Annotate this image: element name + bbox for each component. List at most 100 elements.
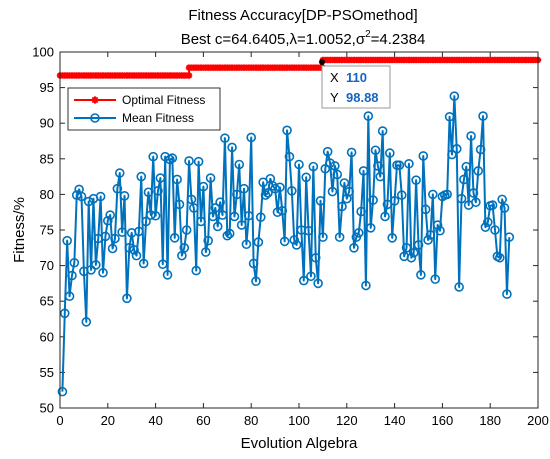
mean-fitness-point xyxy=(318,232,328,242)
mean-fitness-point xyxy=(478,111,488,121)
mean-fitness-point xyxy=(57,386,68,397)
mean-fitness-point xyxy=(64,291,75,302)
x-tick-label: 120 xyxy=(336,413,358,428)
mean-fitness-point xyxy=(480,222,491,232)
mean-fitness-point xyxy=(232,189,242,200)
mean-fitness-point xyxy=(212,221,223,232)
mean-fitness-point xyxy=(263,188,273,198)
mean-fitness-point xyxy=(150,210,161,221)
mean-fitness-point xyxy=(499,203,510,213)
mean-fitness-point xyxy=(98,267,108,278)
mean-fitness-point xyxy=(339,178,350,188)
mean-fitness-point xyxy=(100,231,111,242)
mean-fitness-point xyxy=(377,126,388,136)
mean-fitness-point xyxy=(215,197,225,208)
mean-fitness-point xyxy=(172,174,182,185)
mean-fitness-point xyxy=(411,175,421,185)
mean-fitness-point xyxy=(275,182,285,193)
mean-fitness-point xyxy=(430,274,441,284)
mean-fitness-point xyxy=(420,204,431,215)
datatip[interactable]: X 110 Y 98.88 xyxy=(319,59,391,109)
mean-fitness-point xyxy=(363,111,374,121)
mean-fitness-point xyxy=(272,207,283,217)
mean-fitness-point xyxy=(475,144,486,155)
datatip-y-value: 98.88 xyxy=(346,90,379,105)
mean-fitness-point xyxy=(95,191,106,202)
mean-fitness-point xyxy=(325,158,335,168)
x-tick-label: 180 xyxy=(479,413,501,428)
x-tick-label: 140 xyxy=(384,413,406,428)
y-tick-label: 55 xyxy=(40,365,54,380)
mean-fitness-point xyxy=(380,211,390,222)
mean-fitness-point xyxy=(246,132,256,143)
mean-fitness-point xyxy=(303,225,314,236)
mean-fitness-point xyxy=(279,236,290,247)
y-tick-label: 90 xyxy=(40,116,54,131)
mean-fitness-point xyxy=(114,168,125,178)
mean-fitness-markers xyxy=(57,91,515,397)
y-tick-label: 85 xyxy=(40,151,54,166)
mean-fitness-point xyxy=(253,237,264,247)
mean-fitness-point xyxy=(248,258,259,269)
mean-fitness-point xyxy=(404,158,414,169)
mean-fitness-point xyxy=(337,201,347,212)
mean-fitness-point xyxy=(396,190,407,200)
mean-fitness-point xyxy=(148,151,159,162)
y-tick-label: 50 xyxy=(40,401,54,416)
mean-fitness-point xyxy=(153,186,163,196)
mean-fitness-point xyxy=(239,183,249,194)
y-tick-label: 60 xyxy=(40,329,54,344)
mean-fitness-point xyxy=(186,194,197,205)
mean-fitness-point xyxy=(451,144,462,154)
mean-fitness-point xyxy=(229,211,240,222)
mean-fitness-point xyxy=(394,160,405,171)
mean-fitness-point xyxy=(236,220,247,230)
mean-fitness-point xyxy=(349,243,359,253)
mean-fitness-point xyxy=(461,161,472,172)
chart-subtitle: Best c=64.6405,λ=1.0052,σ2=4.2384 xyxy=(181,29,426,48)
mean-fitness-point xyxy=(69,257,80,268)
y-tick-label: 75 xyxy=(40,223,54,238)
mean-fitness-point xyxy=(59,308,70,319)
y-tick-label: 95 xyxy=(40,80,54,95)
mean-fitness-point xyxy=(361,280,371,291)
mean-fitness-point xyxy=(301,172,311,183)
mean-fitness-point xyxy=(449,91,460,101)
mean-fitness-point xyxy=(313,278,323,289)
legend-mean-marker xyxy=(90,113,100,123)
mean-fitness-point xyxy=(444,111,455,122)
legend-optimal-label: Optimal Fitness xyxy=(122,93,205,107)
mean-fitness-point xyxy=(289,235,300,245)
mean-fitness-point xyxy=(308,161,319,172)
mean-fitness-point xyxy=(81,317,92,327)
mean-fitness-point xyxy=(466,131,476,141)
y-tick-label: 80 xyxy=(40,187,54,202)
mean-fitness-point xyxy=(270,183,280,194)
mean-fitness-point xyxy=(294,159,304,170)
mean-fitness-point xyxy=(134,226,144,237)
mean-fitness-point xyxy=(181,225,192,235)
datatip-x-value: 110 xyxy=(346,70,367,85)
mean-fitness-point xyxy=(91,260,101,270)
mean-fitness-point xyxy=(167,153,178,163)
mean-fitness-point xyxy=(107,243,118,254)
optimal-fitness-markers xyxy=(56,56,542,79)
mean-fitness-point xyxy=(332,169,343,180)
mean-fitness-point xyxy=(406,252,417,263)
mean-fitness-point xyxy=(282,125,292,136)
mean-fitness-point xyxy=(483,217,493,227)
datatip-y-label: Y xyxy=(330,90,339,105)
mean-fitness-point xyxy=(146,210,156,220)
mean-fitness-point xyxy=(375,171,386,182)
legend: Optimal Fitness Mean Fitness xyxy=(67,87,221,131)
mean-fitness-point xyxy=(327,186,338,197)
datatip-point xyxy=(319,59,325,65)
mean-fitness-point xyxy=(210,203,221,213)
axes-frame xyxy=(59,51,539,409)
mean-fitness-point xyxy=(124,243,135,253)
mean-fitness-point xyxy=(169,233,180,243)
mean-fitness-point xyxy=(234,159,245,170)
mean-fitness-point xyxy=(191,265,202,276)
mean-fitness-point xyxy=(315,196,326,206)
mean-fitness-point xyxy=(370,145,381,156)
